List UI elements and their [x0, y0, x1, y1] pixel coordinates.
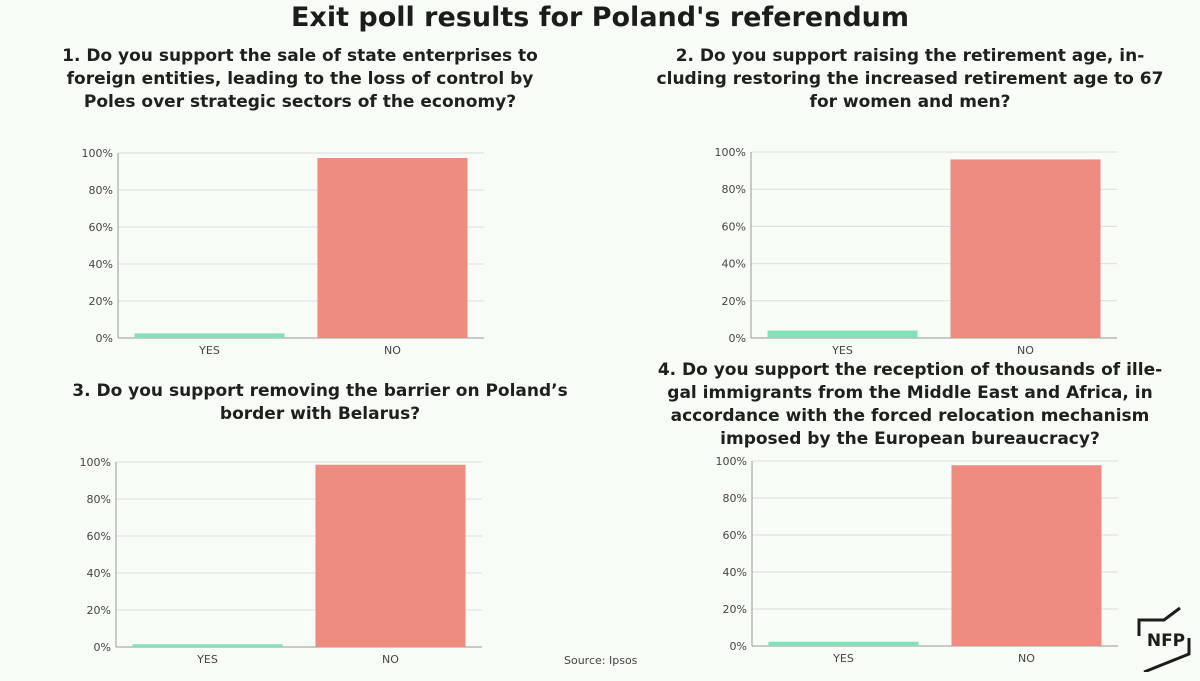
bar-yes: [767, 330, 918, 338]
y-tick-label: 60%: [723, 529, 747, 542]
y-tick-label: 20%: [722, 295, 746, 308]
bar-chart-svg: 0% 20% 40% 60% 80% 100% YES NO: [80, 456, 482, 666]
y-tick-label: 100%: [82, 147, 113, 160]
y-tick-label: 60%: [722, 220, 746, 233]
y-tick-label: 40%: [722, 258, 746, 271]
question-title-line: for women and men?: [809, 92, 1011, 112]
y-tick-label: 40%: [87, 567, 111, 580]
y-tick-label: 60%: [87, 530, 111, 543]
question-title-line: foreign entities, leading to the loss of…: [66, 69, 534, 89]
y-tick-label: 100%: [715, 146, 746, 159]
y-tick-label: 100%: [716, 455, 747, 468]
question-title-line: border with Belarus?: [219, 404, 421, 424]
bar-no: [951, 465, 1102, 646]
y-tick-label: 80%: [723, 492, 747, 505]
question-3-title: 3. Do you support removing the barrier o…: [40, 380, 600, 426]
x-tick-label: YES: [198, 344, 220, 357]
bar-yes: [132, 644, 283, 647]
y-tick-label: 20%: [723, 603, 747, 616]
x-tick-label: NO: [1017, 344, 1034, 357]
x-tick-label: NO: [384, 344, 401, 357]
bar-no: [315, 464, 466, 647]
bar-yes: [134, 333, 285, 338]
y-tick-label: 80%: [722, 183, 746, 196]
question-title-line: 4. Do you support the reception of thous…: [657, 360, 1163, 380]
chart-question-3: 0% 20% 40% 60% 80% 100% YES NO: [56, 452, 492, 681]
bar-no: [950, 159, 1101, 338]
bar-yes: [768, 641, 919, 646]
y-tick-label: 0%: [730, 640, 747, 653]
x-tick-label: YES: [832, 652, 854, 665]
source-label: Source: Ipsos: [564, 654, 638, 667]
question-title-line: 1. Do you support the sale of state ente…: [62, 46, 538, 66]
y-tick-label: 80%: [87, 493, 111, 506]
x-tick-label: NO: [382, 653, 399, 666]
question-title-line: gal immigrants from the Middle East and …: [667, 383, 1153, 403]
chart-question-2: 0% 20% 40% 60% 80% 100% YES NO: [691, 142, 1127, 372]
x-tick-label: YES: [831, 344, 853, 357]
y-tick-label: 40%: [89, 258, 113, 271]
nfp-logo: NFP: [1136, 602, 1192, 674]
question-title-line: imposed by the European bureaucracy?: [720, 429, 1100, 449]
question-1-title: 1. Do you support the sale of state ente…: [40, 45, 560, 114]
question-title-line: accordance with the forced relocation me…: [670, 406, 1150, 426]
y-tick-label: 0%: [94, 641, 111, 654]
chart-question-4: 0% 20% 40% 60% 80% 100% YES NO: [692, 451, 1128, 680]
y-tick-label: 40%: [723, 566, 747, 579]
y-tick-label: 0%: [729, 332, 746, 345]
chart-question-1: 0% 20% 40% 60% 80% 100% YES NO: [58, 143, 494, 372]
bar-chart-svg: 0% 20% 40% 60% 80% 100% YES NO: [82, 147, 484, 357]
page-title: Exit poll results for Poland's referendu…: [290, 2, 910, 33]
question-title-line: 3. Do you support removing the barrier o…: [72, 381, 568, 401]
bar-chart-svg: 0% 20% 40% 60% 80% 100% YES NO: [716, 455, 1118, 665]
question-4-title: 4. Do you support the reception of thous…: [650, 359, 1170, 451]
logo-text: NFP: [1147, 631, 1185, 651]
y-tick-label: 80%: [89, 184, 113, 197]
y-tick-label: 60%: [89, 221, 113, 234]
x-tick-label: YES: [196, 653, 218, 666]
y-tick-label: 100%: [80, 456, 111, 469]
y-tick-label: 20%: [87, 604, 111, 617]
bar-chart-svg: 0% 20% 40% 60% 80% 100% YES NO: [715, 146, 1117, 357]
question-title-line: cluding restoring the increased retireme…: [656, 69, 1164, 89]
question-title-line: 2. Do you support raising the retirement…: [675, 46, 1145, 66]
bar-no: [317, 157, 468, 338]
nfp-logo-icon: NFP: [1137, 606, 1191, 674]
x-tick-label: NO: [1018, 652, 1035, 665]
question-title-line: Poles over strategic sectors of the econ…: [83, 92, 517, 112]
question-2-title: 2. Do you support raising the retirement…: [650, 45, 1170, 114]
y-tick-label: 20%: [89, 295, 113, 308]
y-tick-label: 0%: [96, 332, 113, 345]
